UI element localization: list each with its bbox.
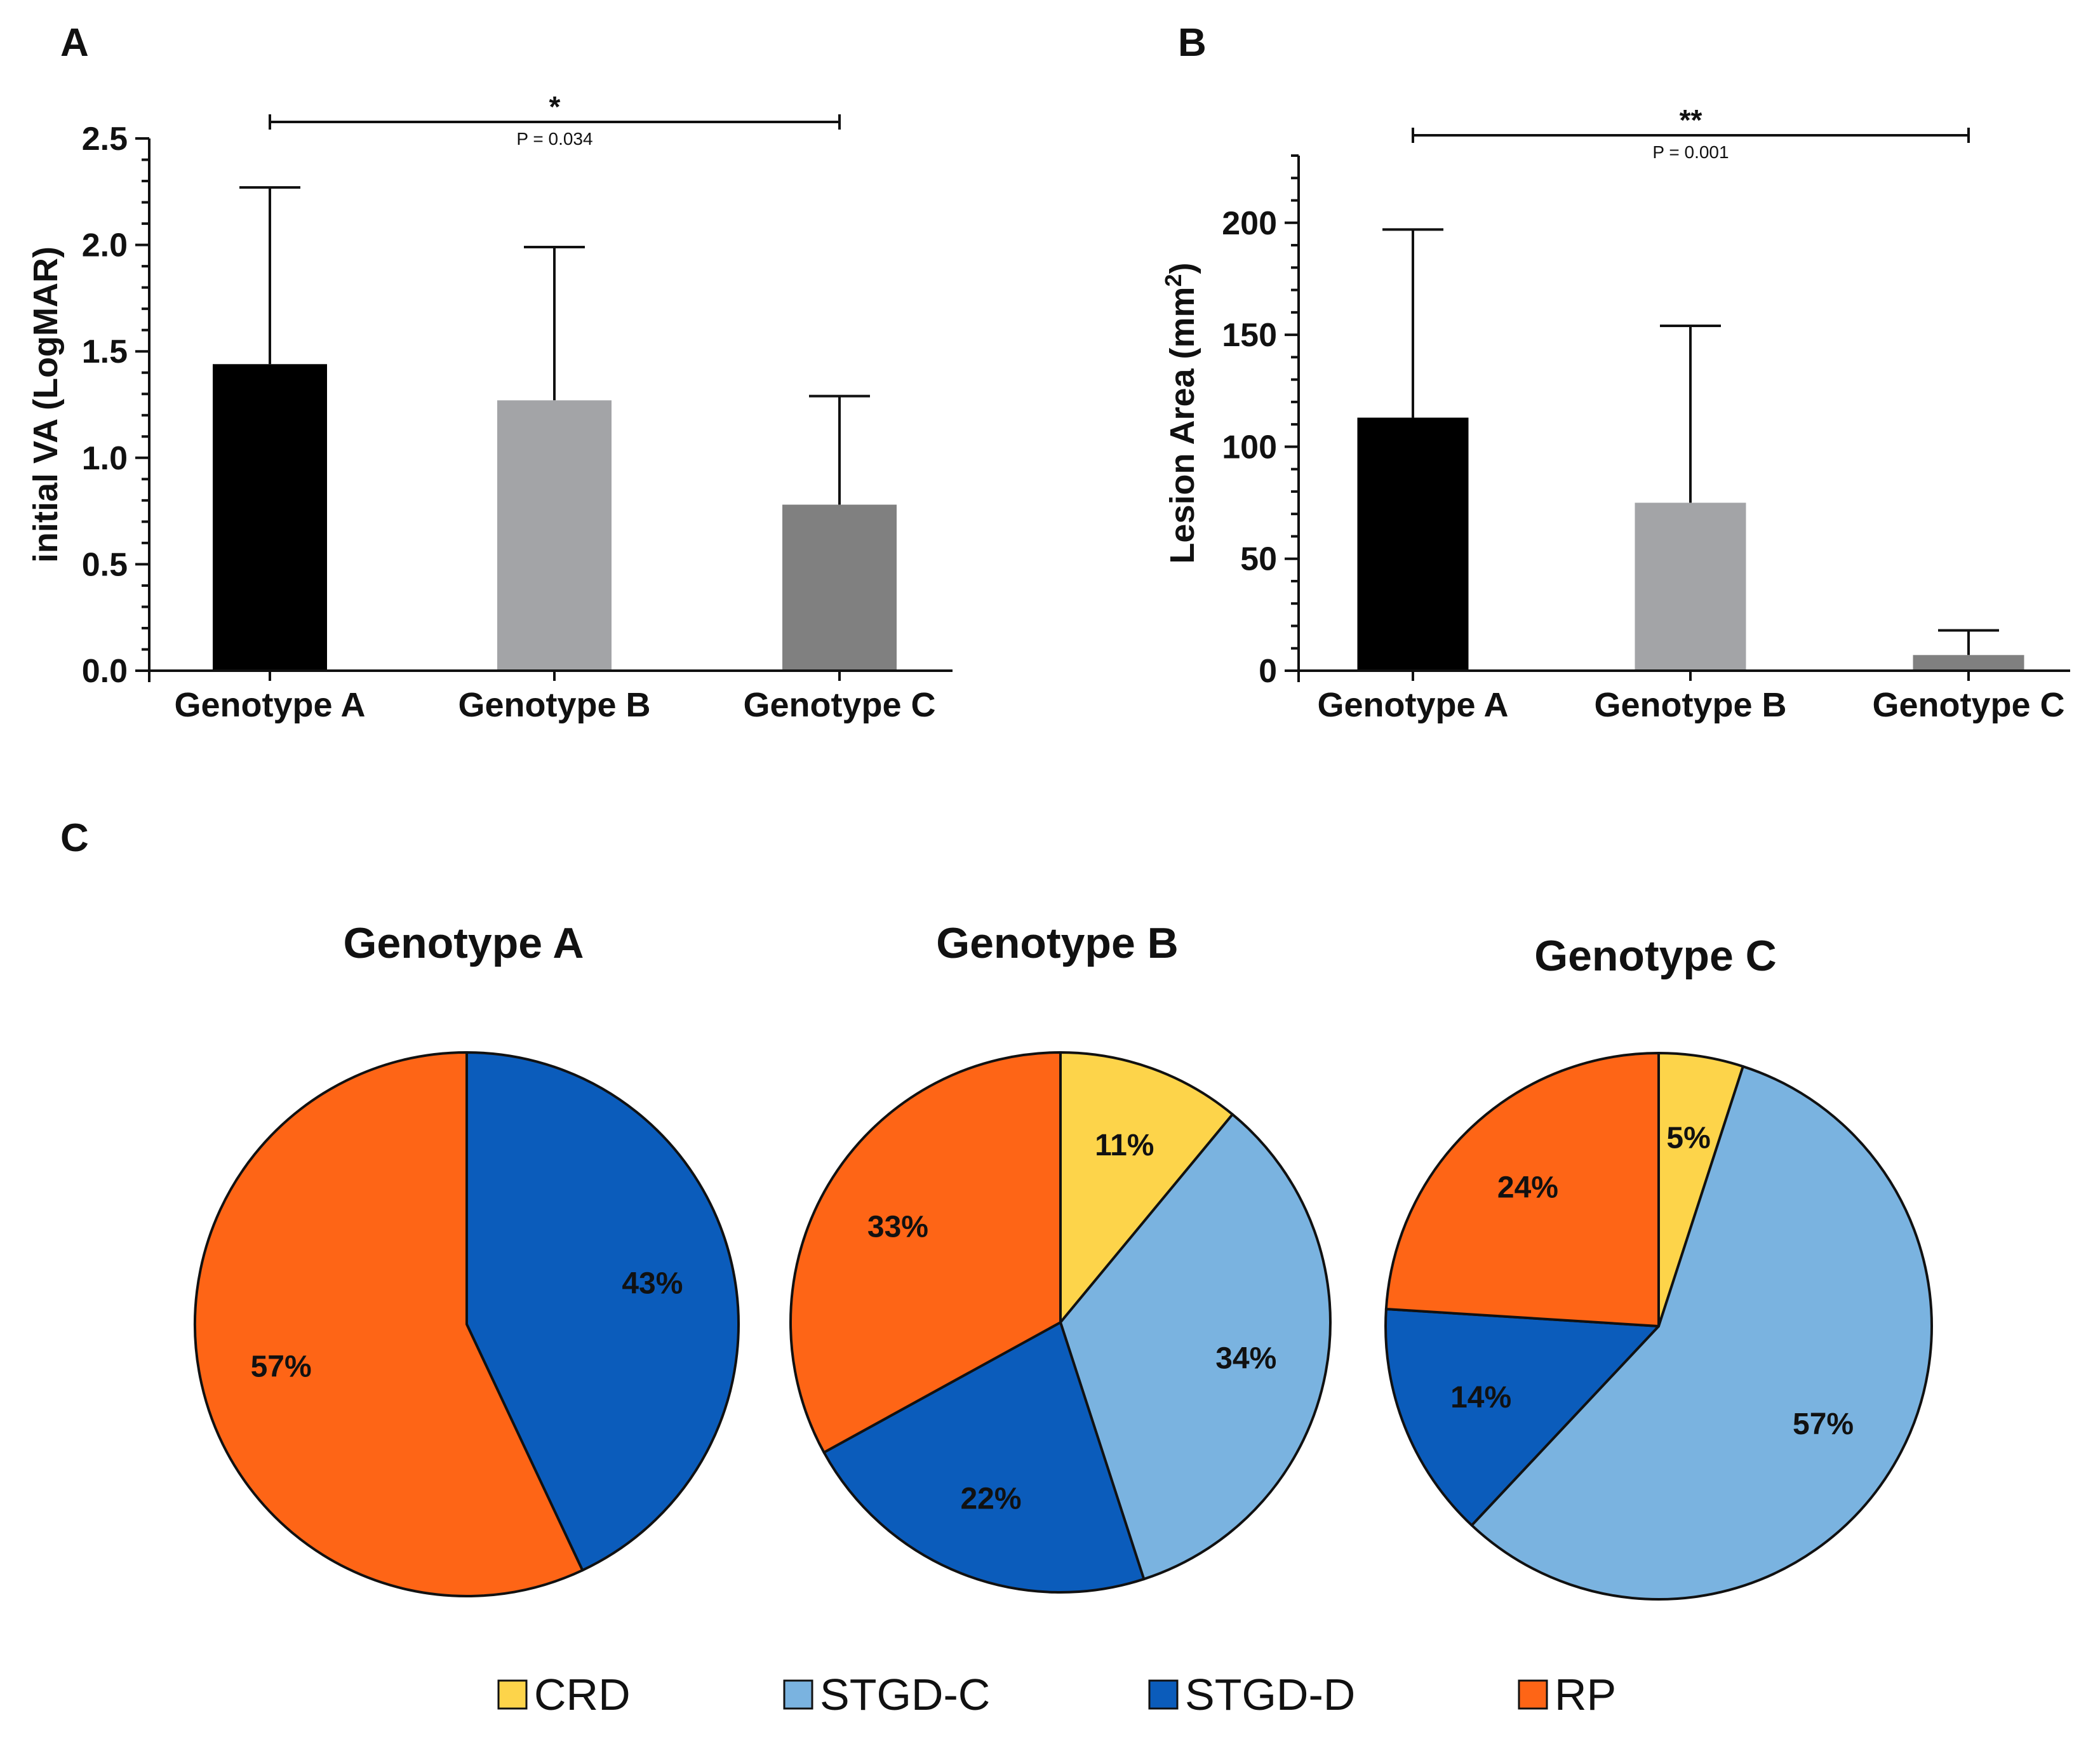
significance-stars-a: * [549,90,561,123]
category-label-a-2: Genotype B [458,686,650,724]
pie-label-b-rp: 33% [867,1211,928,1244]
y-axis-title-b: Lesion Area (mm2) [1160,262,1201,563]
pie-slice-b-rp [789,1051,1062,1454]
pie-slice-a-stgd-d [465,1051,740,1572]
y-axis-title-text-a: initial VA (LogMAR) [27,246,65,563]
bar-a-1 [213,364,327,671]
bar-chart-lesion-area: Genotype A Genotype B Genotype C 0 50 100 150 2… [1160,104,2070,724]
y-tick-label-b: 100 [1222,429,1277,466]
y-axis-title-a: initial VA (LogMAR) [27,246,65,563]
pie-slice-c-rp [1384,1052,1660,1327]
y-tick-label-b: 50 [1240,541,1277,578]
significance-p-value-b: P = 0.001 [1652,142,1729,162]
pie-label-b-stgd-c: 34% [1215,1342,1276,1376]
y-axis-title-text-b: Lesion Area (mm [1163,286,1201,563]
significance-stars-b: ** [1680,104,1702,137]
y-tick-label-a: 1.0 [82,440,128,477]
category-label-b-2: Genotype B [1594,686,1786,724]
pie-title-a: Genotype A [343,919,584,967]
legend-swatch-stgd-c [783,1679,813,1710]
legend-swatch-stgd-d [1148,1679,1179,1710]
pie-label-a-stgd-d: 43% [622,1267,683,1301]
panel-letter-c: C [60,816,89,860]
pie-slice-b-stgd-c [1059,1113,1332,1581]
legend-label-stgd-c: STGD-C [820,1670,990,1719]
pie-label-c-stgd-d: 14% [1450,1381,1511,1414]
bar-b-3 [1913,655,2024,671]
y-tick-label-a: 0.5 [82,546,128,583]
pie-label-b-stgd-d: 22% [960,1482,1021,1516]
pie-slice-c-stgd-c [1470,1065,1933,1601]
y-tick-label-a: 2.0 [82,227,128,264]
legend-label-crd: CRD [534,1670,631,1719]
pie-label-b-crd: 11% [1095,1129,1154,1162]
y-tick-label-a: 0.0 [82,653,128,690]
panel-letter-a: A [60,21,89,65]
pie-slice-b-stgd-d [822,1321,1146,1594]
pie-slice-b-crd [1059,1051,1234,1324]
pie-label-a-rp: 57% [251,1350,312,1383]
bar-b-1 [1357,417,1469,671]
pie-slice-c-stgd-d [1384,1308,1660,1527]
significance-p-value-a: P = 0.034 [516,129,592,149]
pie-label-c-rp: 24% [1497,1171,1558,1205]
y-tick-label-a: 2.5 [82,121,128,158]
pie-title-b: Genotype B [936,919,1179,967]
y-tick-label-b: 150 [1222,317,1277,354]
y-tick-label-a: 1.5 [82,333,128,370]
pie-label-c-crd: 5% [1666,1122,1710,1155]
category-label-b-3: Genotype C [1872,686,2064,724]
y-tick-label-b: 0 [1259,653,1277,690]
pie-label-c-stgd-c: 57% [1793,1407,1854,1441]
pie-title-c: Genotype C [1534,932,1777,980]
pie-charts: 43% 57% Genotype A 11% 34% 22% 33% Genotype B 5%… [194,919,1933,1601]
bar-chart-initial-va: Genotype A Genotype B Genotype C 0.0 0.5 1.0 1… [27,90,953,724]
y-tick-label-b: 200 [1222,205,1277,242]
legend-swatch-rp [1518,1679,1548,1710]
y-axis-title-end-b: ) [1163,262,1201,274]
legend-label-stgd-d: STGD-D [1185,1670,1355,1719]
panel-letter-b: B [1178,21,1207,65]
legend-swatch-crd [497,1679,528,1710]
bar-a-3 [782,504,897,671]
category-label-b-1: Genotype A [1317,686,1508,724]
legend: CRD STGD-C STGD-D RP [497,1670,1616,1719]
pie-slice-a-rp [194,1051,584,1597]
legend-label-rp: RP [1555,1670,1616,1719]
bar-b-2 [1635,502,1746,671]
bar-a-2 [497,400,612,671]
category-label-a-3: Genotype C [743,686,935,724]
y-axis-title-sup-b: 2 [1160,274,1186,286]
category-label-a-1: Genotype A [174,686,365,724]
